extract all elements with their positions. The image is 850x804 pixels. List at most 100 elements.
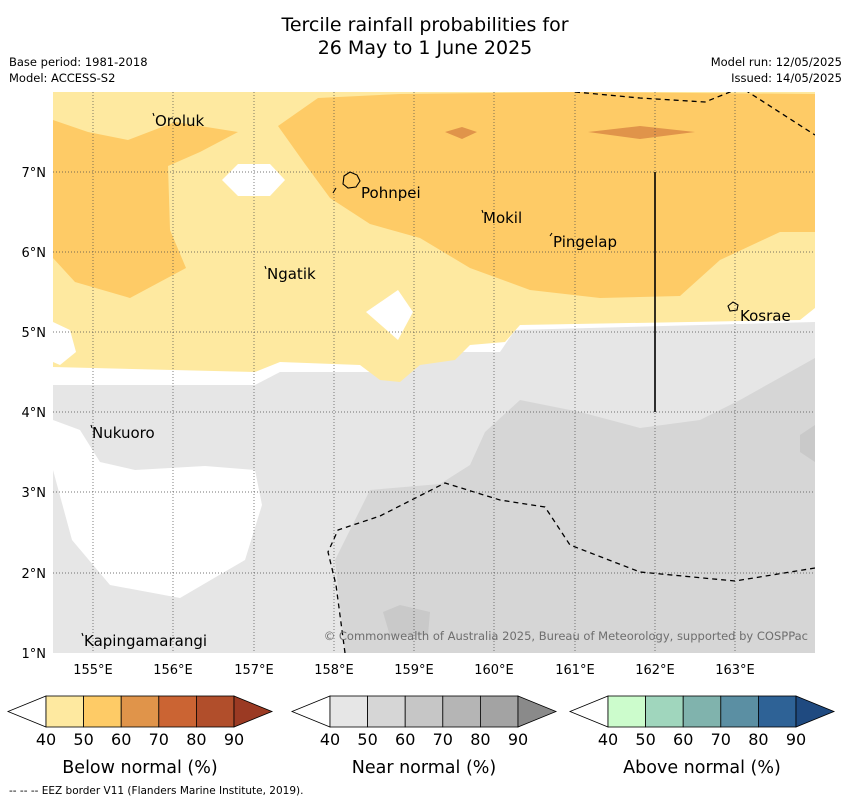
place-label-nukuoro: Nukuoro xyxy=(92,424,155,442)
legend-color-box xyxy=(720,695,759,728)
legend-tick-label: 80 xyxy=(748,730,768,749)
legend-color-box xyxy=(404,695,444,728)
lon-label: 157°E xyxy=(234,663,274,678)
legend-0: 40 50 60 70 80 90 Below normal (%) xyxy=(6,695,274,778)
legend-color-box xyxy=(645,695,684,728)
kosrae-island-icon xyxy=(727,301,739,312)
legend-tick-label: 70 xyxy=(433,730,453,749)
model-name: Model: ACCESS-S2 xyxy=(9,71,116,85)
legend-color-box xyxy=(195,695,235,728)
legend-color-box xyxy=(45,695,84,728)
lon-label: 156°E xyxy=(153,663,193,678)
model-run: Model run: 12/05/2025 xyxy=(710,55,842,69)
legend-1: 40 50 60 70 80 90 Near normal (%) xyxy=(290,695,558,778)
pohnpei-island-icon xyxy=(342,171,361,189)
title-line-2: 26 May to 1 June 2025 xyxy=(317,37,533,59)
map-title: Tercile rainfall probabilities for 26 Ma… xyxy=(0,14,850,60)
ngatik-atoll-icon xyxy=(264,265,267,270)
legend-tick-label: 90 xyxy=(786,730,806,749)
oroluk-atoll-icon xyxy=(152,112,155,117)
legend-tick-label: 70 xyxy=(149,730,169,749)
legend-arrow-low xyxy=(568,695,609,728)
legend-tick-label: 80 xyxy=(470,730,490,749)
legend-tick-label: 70 xyxy=(711,730,731,749)
legend-tick-label: 40 xyxy=(36,730,56,749)
lat-label: 2°N xyxy=(22,567,47,582)
near-normal-50-60-patch-east xyxy=(800,425,815,462)
place-label-kapingamarangi: Kapingamarangi xyxy=(84,632,207,650)
copyright-notice: © Commonwealth of Australia 2025, Bureau… xyxy=(324,629,808,643)
place-label-pohnpei: Pohnpei xyxy=(361,184,421,202)
legend-arrow-high xyxy=(233,695,274,728)
legend-color-box xyxy=(83,695,122,728)
legend-arrow-low xyxy=(290,695,331,728)
lon-label: 155°E xyxy=(73,663,113,678)
place-label-oroluk: Oroluk xyxy=(155,112,204,130)
legend-arrow-high xyxy=(517,695,558,728)
legend-color-box xyxy=(158,695,197,728)
legend-tick-label: 60 xyxy=(111,730,131,749)
place-label-pingelap: Pingelap xyxy=(553,233,617,251)
pingelap-atoll-icon xyxy=(549,232,553,237)
legend-tick-label: 60 xyxy=(395,730,415,749)
legend-title: Below normal (%) xyxy=(62,758,217,778)
longitude-labels: 155°E 156°E 157°E 158°E 159°E 160°E 161°… xyxy=(73,663,755,678)
place-labels: Oroluk Pohnpei Mokil Pingelap Ngatik Kos… xyxy=(84,112,791,650)
place-label-ngatik: Ngatik xyxy=(267,265,316,283)
lon-label: 163°E xyxy=(715,663,755,678)
lon-label: 159°E xyxy=(394,663,434,678)
near-normal-50-60-region xyxy=(335,358,815,653)
lon-label: 160°E xyxy=(474,663,514,678)
issued-date: Issued: 14/05/2025 xyxy=(731,71,842,85)
legend-2: 40 50 60 70 80 90 Above normal (%) xyxy=(568,695,836,778)
low-probability-patch-west-coast xyxy=(53,322,76,365)
lon-label: 161°E xyxy=(555,663,595,678)
legend-tick-label: 40 xyxy=(598,730,618,749)
legend-color-box xyxy=(367,695,406,728)
legend-title: Near normal (%) xyxy=(352,758,497,778)
near-normal-50-60-patch-south xyxy=(383,605,430,636)
legend-tick-label: 40 xyxy=(320,730,340,749)
run-info: Model run: 12/05/2025 Issued: 14/05/2025 xyxy=(711,54,842,86)
lat-label: 1°N xyxy=(22,647,47,662)
place-label-mokil: Mokil xyxy=(483,209,522,227)
legend-tick-label: 50 xyxy=(635,730,655,749)
lat-label: 7°N xyxy=(22,166,47,181)
legend-arrow-low xyxy=(6,695,47,728)
lat-label: 4°N xyxy=(22,406,47,421)
legend-color-box xyxy=(607,695,646,728)
island-shapes xyxy=(81,112,739,637)
base-period: Base period: 1981-2018 xyxy=(9,55,148,69)
low-probability-region-west xyxy=(53,420,262,598)
lat-label: 3°N xyxy=(22,486,47,501)
low-probability-patch-central xyxy=(366,290,413,340)
below-normal-60-70-patch-2 xyxy=(445,127,477,139)
below-normal-50-60-region-east xyxy=(278,92,815,298)
legend-color-box xyxy=(758,695,797,728)
pohnpei-reef-icon xyxy=(332,187,337,194)
legend-tick-label: 90 xyxy=(508,730,528,749)
legend-color-box xyxy=(479,695,519,728)
legend-arrow-high xyxy=(795,695,836,728)
model-info: Base period: 1981-2018 Model: ACCESS-S2 xyxy=(9,54,148,86)
lat-label: 5°N xyxy=(22,326,47,341)
lat-label: 6°N xyxy=(22,246,47,261)
lon-label: 162°E xyxy=(635,663,675,678)
legend-tick-label: 60 xyxy=(673,730,693,749)
nukuoro-atoll-icon xyxy=(90,424,93,429)
legend-color-box xyxy=(329,695,368,728)
map-gridlines xyxy=(53,92,815,653)
below-normal-60-70-patch-1 xyxy=(588,126,695,139)
title-line-1: Tercile rainfall probabilities for xyxy=(281,14,569,36)
legend-tick-label: 50 xyxy=(357,730,377,749)
mokil-atoll-icon xyxy=(481,209,484,214)
map-canvas xyxy=(53,92,815,653)
legend-color-box xyxy=(682,695,722,728)
legend-color-box xyxy=(120,695,160,728)
legend-group: 40 50 60 70 80 90 Below normal (%) 40 50 60 70 80 90… xyxy=(6,695,836,778)
latitude-labels: 7°N 6°N 5°N 4°N 3°N 2°N 1°N xyxy=(22,166,47,662)
legend-tick-label: 80 xyxy=(186,730,206,749)
kapingamarangi-atoll-icon xyxy=(81,632,84,637)
legend-color-box xyxy=(442,695,481,728)
